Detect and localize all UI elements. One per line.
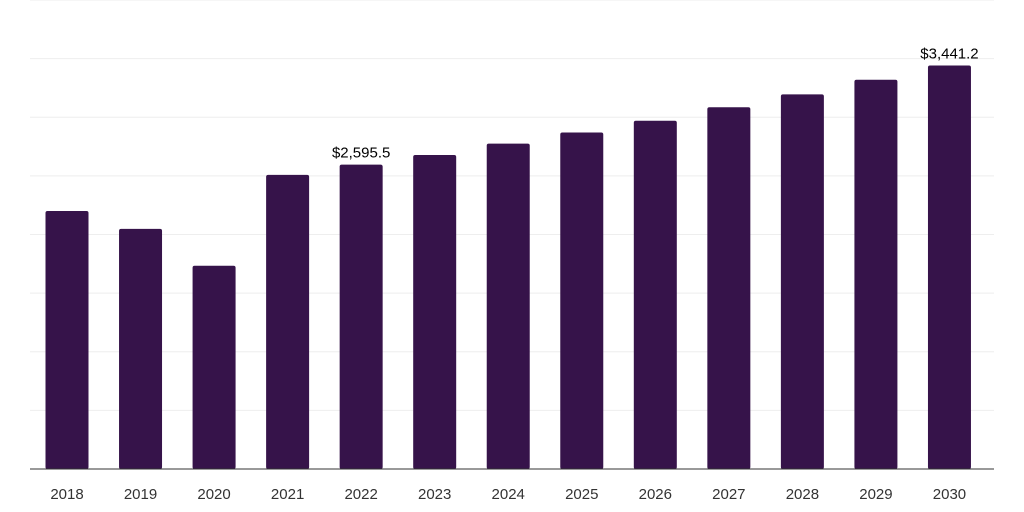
x-tick-label-2027: 2027 — [712, 486, 745, 503]
x-tick-label-2025: 2025 — [565, 486, 598, 503]
bar-2018 — [45, 211, 89, 470]
bar-2023 — [413, 155, 457, 469]
bar-2030 — [927, 65, 971, 470]
x-tick-label-2018: 2018 — [50, 486, 83, 503]
x-tick-label-2019: 2019 — [124, 486, 157, 503]
bar-2029 — [854, 79, 898, 469]
x-tick-label-2029: 2029 — [859, 486, 892, 503]
bars-group — [45, 65, 971, 470]
x-tick-label-2021: 2021 — [271, 486, 304, 503]
x-tick-labels: 2018 2019 2020 2021 2022 2023 2024 2025 2026 2027… — [50, 486, 966, 503]
x-tick-label-2022: 2022 — [344, 486, 377, 503]
x-tick-label-2030: 2030 — [933, 486, 966, 503]
bar-2021 — [266, 174, 310, 469]
bar-2028 — [780, 94, 824, 469]
x-tick-label-2026: 2026 — [639, 486, 672, 503]
x-tick-label-2020: 2020 — [197, 486, 230, 503]
bar-2027 — [707, 107, 751, 469]
bar-2024 — [486, 143, 530, 469]
data-labels: $2,595.5 $3,441.2 — [332, 46, 979, 162]
x-tick-label-2023: 2023 — [418, 486, 451, 503]
bar-2020 — [192, 265, 236, 469]
bar-2019 — [119, 228, 163, 469]
bar-2022 — [339, 164, 383, 470]
data-label-2030: $3,441.2 — [920, 46, 978, 63]
x-tick-label-2028: 2028 — [786, 486, 819, 503]
bar-2026 — [633, 120, 677, 469]
data-label-2022: $2,595.5 — [332, 145, 390, 162]
x-tick-label-2024: 2024 — [492, 486, 525, 503]
bar-2025 — [560, 132, 604, 469]
